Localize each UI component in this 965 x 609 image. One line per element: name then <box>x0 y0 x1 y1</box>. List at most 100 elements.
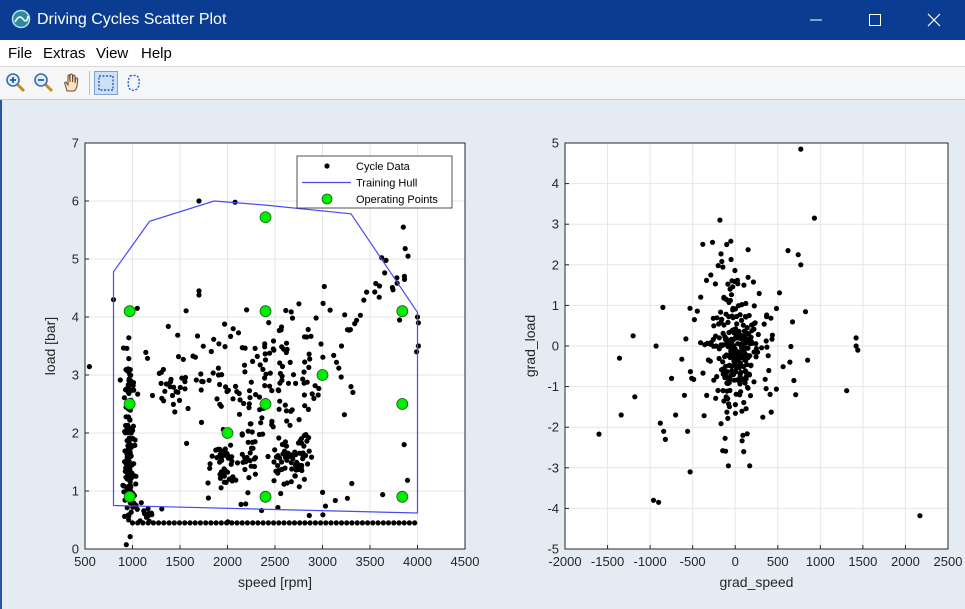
cycle-data-point <box>252 455 258 461</box>
cycle-data-point <box>683 336 689 342</box>
pan-button[interactable] <box>60 71 84 95</box>
cycle-data-point <box>311 395 317 401</box>
cycle-data-point <box>270 424 276 430</box>
cycle-data-point <box>277 380 283 386</box>
cycle-data-point <box>745 247 751 253</box>
cycle-data-point <box>725 463 732 469</box>
cycle-data-point <box>283 408 289 414</box>
cycle-data-point <box>718 309 724 315</box>
cycle-data-point <box>276 406 282 412</box>
cycle-data-point <box>150 520 156 526</box>
cycle-data-point <box>711 323 717 329</box>
cycle-data-point <box>123 422 129 429</box>
cycle-data-point <box>406 520 412 526</box>
minimize-button[interactable] <box>793 0 839 40</box>
cycle-data-point <box>290 372 297 378</box>
cycle-data-point <box>302 359 308 365</box>
cycle-data-point <box>726 401 732 407</box>
cycle-data-point <box>725 319 731 325</box>
cycle-data-point <box>130 382 136 389</box>
zoom-in-button[interactable] <box>4 71 28 95</box>
cycle-data-point <box>662 436 669 442</box>
cycle-data-point <box>283 452 289 458</box>
legend-entry-label: Cycle Data <box>356 161 411 173</box>
cycle-data-point <box>734 354 741 360</box>
cycle-data-point <box>739 438 745 444</box>
x-tick-label: 2000 <box>213 554 242 569</box>
operating-point <box>396 490 409 503</box>
cycle-data-point <box>776 290 783 296</box>
cycle-data-point <box>276 435 282 441</box>
cycle-data-point <box>397 317 403 323</box>
cycle-data-point <box>301 380 307 386</box>
cycle-data-point <box>176 520 183 526</box>
cycle-data-point <box>172 409 178 415</box>
legend[interactable]: Cycle Data Training Hull Operating Points <box>296 155 453 209</box>
menu-extras[interactable]: Extras <box>43 45 86 62</box>
cycle-data-point <box>184 440 190 446</box>
cycle-data-point <box>183 308 189 314</box>
cycle-data-point <box>687 305 693 311</box>
cycle-data-point <box>221 470 227 477</box>
rectangle-select-button[interactable] <box>94 71 118 95</box>
cycle-data-point <box>694 308 700 314</box>
operating-point <box>259 398 272 410</box>
cycle-data-point <box>306 512 312 519</box>
cycle-data-point <box>252 471 258 477</box>
cycle-data-point <box>702 342 708 348</box>
cycle-data-point <box>712 281 719 287</box>
cycle-data-point <box>414 349 420 355</box>
cycle-data-point <box>281 481 287 487</box>
cycle-data-point <box>762 376 768 382</box>
menu-view[interactable]: View <box>96 45 129 62</box>
cycle-data-point <box>789 319 796 325</box>
cycle-data-point <box>173 389 179 395</box>
operating-point <box>259 211 272 224</box>
maximize-button[interactable] <box>852 0 898 40</box>
cycle-data-point <box>208 348 214 355</box>
cycle-data-point <box>333 520 339 526</box>
cycle-data-point <box>703 277 710 283</box>
cycle-data-point <box>309 454 315 460</box>
cycle-data-point <box>242 345 248 351</box>
cycle-data-point <box>344 520 350 526</box>
cycle-data-point <box>234 520 240 526</box>
close-button[interactable] <box>911 0 957 40</box>
menu-help[interactable]: Help <box>141 45 172 62</box>
cycle-data-point <box>283 307 289 314</box>
cycle-data-point <box>300 454 306 460</box>
menu-file[interactable]: File <box>8 45 33 62</box>
cycle-data-point <box>223 479 229 485</box>
cycle-data-point <box>728 238 734 244</box>
cycle-data-point <box>273 454 279 460</box>
cycle-data-point <box>855 347 861 353</box>
cycle-data-point <box>673 412 679 418</box>
cycle-data-point <box>718 421 724 427</box>
cycle-data-point <box>271 520 277 526</box>
cycle-data-point <box>258 420 264 426</box>
cycle-data-point <box>376 283 383 289</box>
cycle-data-point <box>301 443 307 449</box>
cycle-data-point <box>737 361 743 367</box>
cycle-data-point <box>744 361 750 368</box>
cycle-data-point <box>401 273 407 279</box>
zoom-out-button[interactable] <box>32 71 56 95</box>
cycle-data-point <box>691 317 698 323</box>
lasso-select-button[interactable] <box>122 71 146 95</box>
cycle-data-point <box>247 458 253 464</box>
cycle-data-point <box>320 512 326 518</box>
cycle-data-point <box>249 439 255 445</box>
cycle-data-point <box>729 278 735 284</box>
cycle-data-point <box>205 480 211 486</box>
cycle-data-point <box>733 334 739 340</box>
cycle-data-point <box>198 387 204 393</box>
cycle-data-point <box>741 328 748 334</box>
cycle-data-point <box>149 392 156 399</box>
cycle-data-point <box>245 490 251 496</box>
cycle-data-point <box>277 360 283 366</box>
y-tick-label: 6 <box>72 194 79 209</box>
chart-1: 500 1000 1500 2000 2500 3000 3500 4000 4500 0 1 2 3 4… <box>42 136 479 591</box>
cycle-data-point <box>322 503 329 509</box>
cycle-data-point <box>287 422 293 428</box>
cycle-data-point <box>141 508 147 514</box>
